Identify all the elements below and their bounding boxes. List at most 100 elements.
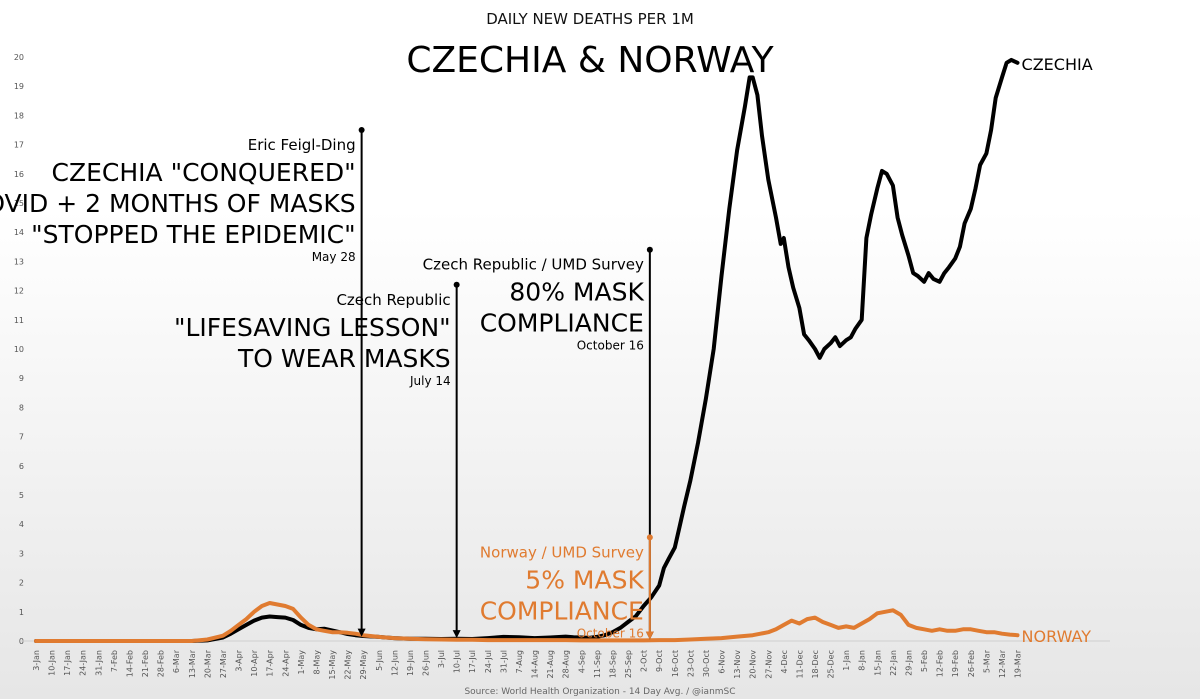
series-end-label-norway: NORWAY <box>1022 627 1092 646</box>
annotation-text: CZECHIA "CONQUERED" <box>52 158 356 187</box>
y-tick-label: 5 <box>19 491 24 500</box>
x-tick-label: 13-Nov <box>733 650 742 679</box>
series-layer: CZECHIA NORWAY <box>34 55 1093 646</box>
x-tick-label: 24-Apr <box>281 649 290 676</box>
y-tick-label: 18 <box>14 111 24 120</box>
x-tick-label: 29-May <box>359 650 368 680</box>
annotation-arrowhead <box>452 630 461 639</box>
annotation-text: Czech Republic / UMD Survey <box>423 256 644 274</box>
y-tick-label: 13 <box>14 257 24 266</box>
y-tick-label: 10 <box>14 345 24 354</box>
x-tick-label: 6-Mar <box>172 649 181 673</box>
x-tick-label: 22-May <box>344 650 353 680</box>
x-tick-label: 23-Oct <box>686 650 695 677</box>
x-tick-label: 31-Jan <box>94 650 103 676</box>
x-tick-label: 10-Jul <box>453 650 462 673</box>
x-tick-label: 29-Jan <box>904 650 913 676</box>
x-tick-label: 20-Nov <box>749 650 758 679</box>
x-tick-label: 4-Sep <box>577 650 586 673</box>
x-tick-label: 24-Jul <box>484 650 493 673</box>
x-tick-label: 25-Dec <box>827 650 836 679</box>
annotation-text: "LIFESAVING LESSON" <box>174 313 451 342</box>
x-tick-label: 27-Mar <box>219 649 228 678</box>
chart-source: Source: World Health Organization - 14 D… <box>464 687 735 697</box>
chart-subtitle: DAILY NEW DEATHS PER 1M <box>486 10 694 28</box>
chart-title: CZECHIA & NORWAY <box>406 40 774 81</box>
annotation-dot <box>646 534 653 541</box>
x-tick-label: 17-Apr <box>266 649 275 676</box>
x-tick-label: 15-Jan <box>873 650 882 676</box>
y-tick-label: 3 <box>19 549 24 558</box>
x-tick-label: 17-Jan <box>63 650 72 676</box>
y-tick-label: 12 <box>14 287 24 296</box>
annotation-text: TO WEAR MASKS <box>237 344 451 373</box>
x-tick-label: 10-Jan <box>48 650 57 676</box>
x-tick-label: 22-Jan <box>889 650 898 676</box>
series-line-norway <box>34 601 1020 643</box>
annotation-text: May 28 <box>312 250 356 264</box>
y-tick-label: 11 <box>14 316 24 325</box>
y-tick-label: 19 <box>14 82 24 91</box>
x-tick-label: 12-Mar <box>998 649 1007 678</box>
x-tick-label: 5-Jun <box>375 650 384 671</box>
annotation-text: COMPLIANCE <box>480 309 644 338</box>
x-tick-label: 5-Mar <box>982 649 991 673</box>
annotation-arrowhead <box>645 631 654 640</box>
x-tick-label: 3-Jan <box>32 650 41 671</box>
y-tick-label: 15 <box>14 199 24 208</box>
x-tick-label: 17-Jul <box>468 650 477 673</box>
x-tick-label: 10-Apr <box>250 649 259 676</box>
x-tick-label: 12-Feb <box>936 650 945 677</box>
y-axis: 01234567891011121314151617181920 <box>14 53 24 646</box>
x-tick-label: 28-Feb <box>157 650 166 677</box>
x-tick-label: 3-Jul <box>437 650 446 668</box>
x-tick-label: 4-Dec <box>780 650 789 673</box>
y-tick-label: 2 <box>19 579 24 588</box>
x-tick-label: 21-Aug <box>546 650 555 679</box>
x-tick-label: 3-Apr <box>235 649 244 671</box>
annotation-text: Norway / UMD Survey <box>480 543 644 561</box>
y-tick-label: 20 <box>14 53 24 62</box>
annotation-text: October 16 <box>577 626 644 640</box>
x-tick-label: 1-May <box>297 650 306 675</box>
annotation-text: October 16 <box>577 339 644 353</box>
x-tick-label: 21-Feb <box>141 650 150 677</box>
x-tick-label: 25-Sep <box>624 650 633 678</box>
x-tick-label: 30-Oct <box>702 650 711 677</box>
annotation-text: COVID + 2 MONTHS OF MASKS <box>0 189 356 218</box>
x-tick-label: 12-Jun <box>390 650 399 676</box>
y-tick-label: 7 <box>19 433 24 442</box>
annotation-text: 80% MASK <box>509 278 644 307</box>
x-tick-label: 13-Mar <box>188 649 197 678</box>
annotation-layer: Eric Feigl-Ding CZECHIA "CONQUERED"COVID … <box>0 127 654 640</box>
x-tick-label: 26-Jun <box>422 650 431 676</box>
x-tick-label: 19-Jun <box>406 650 415 676</box>
annotation-text: Czech Republic <box>336 291 450 309</box>
x-tick-label: 11-Dec <box>795 650 804 679</box>
annotation-dot <box>453 281 460 288</box>
x-tick-label: 16-Oct <box>671 650 680 677</box>
x-tick-label: 24-Jan <box>79 650 88 676</box>
series-end-label-czechia: CZECHIA <box>1022 55 1093 74</box>
x-tick-label: 14-Feb <box>125 650 134 677</box>
annotation-text: July 14 <box>409 374 451 388</box>
annotation-text: 5% MASK <box>525 565 644 594</box>
x-tick-label: 5-Feb <box>920 650 929 672</box>
x-tick-label: 14-Aug <box>531 650 540 679</box>
x-tick-label: 18-Dec <box>811 650 820 679</box>
annotation-text: Eric Feigl-Ding <box>248 136 356 154</box>
y-tick-label: 17 <box>14 141 24 150</box>
y-tick-label: 1 <box>19 608 24 617</box>
x-tick-label: 1-Jan <box>842 650 851 671</box>
x-tick-label: 31-Jul <box>499 650 508 673</box>
annotation-dot <box>358 127 365 133</box>
annotation-text: "STOPPED THE EPIDEMIC" <box>31 220 355 249</box>
y-tick-label: 9 <box>19 374 24 383</box>
x-tick-label: 2-Oct <box>640 650 649 672</box>
annotation-dot <box>646 246 653 253</box>
annotation-text: COMPLIANCE <box>480 596 644 625</box>
x-tick-label: 18-Sep <box>608 650 617 678</box>
x-tick-label: 8-May <box>312 650 321 675</box>
x-tick-label: 7-Aug <box>515 650 524 673</box>
